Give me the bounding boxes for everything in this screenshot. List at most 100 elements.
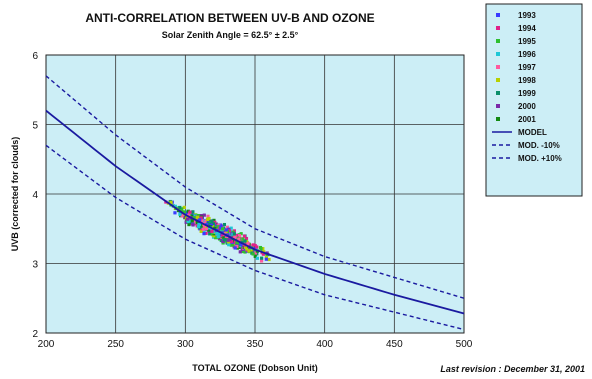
legend-label: 1994: [518, 24, 536, 33]
data-point: [239, 242, 243, 246]
data-point: [219, 226, 223, 230]
legend-label: MODEL: [518, 128, 547, 137]
data-point: [191, 210, 195, 214]
legend-marker: [496, 78, 500, 82]
data-point: [222, 222, 227, 227]
data-point: [178, 212, 182, 216]
data-point: [267, 257, 271, 262]
data-point: [178, 205, 182, 210]
model-bound-line: [45, 75, 465, 299]
data-point: [223, 237, 227, 242]
data-point: [237, 245, 241, 250]
data-point: [182, 205, 186, 209]
data-point: [221, 239, 225, 244]
data-point: [233, 234, 237, 239]
data-point: [260, 256, 264, 260]
data-point: [232, 232, 236, 236]
data-point: [228, 237, 232, 241]
data-point: [210, 229, 214, 233]
legend-label: 2001: [518, 115, 536, 124]
data-point: [182, 210, 186, 214]
y-tick-label: 6: [32, 51, 38, 62]
data-point: [244, 236, 249, 241]
data-point: [184, 220, 188, 224]
data-point: [195, 220, 200, 225]
data-point: [212, 234, 216, 238]
data-point: [208, 232, 212, 236]
revision-note: Last revision : December 31, 2001: [440, 364, 585, 374]
data-point: [191, 223, 195, 227]
data-point: [259, 259, 264, 263]
data-point: [264, 257, 268, 261]
scatter-layer: [164, 199, 271, 263]
legend-marker: [496, 104, 500, 108]
data-point: [214, 236, 218, 240]
y-tick-label: 2: [32, 329, 38, 340]
data-point: [259, 247, 263, 251]
data-point: [197, 222, 201, 227]
data-point: [187, 212, 192, 216]
data-point: [229, 226, 233, 230]
legend: 1993 1994 1995 1996 1997 1998 1999 2000 2001 MODE…: [492, 11, 562, 163]
grid-layer: [46, 55, 464, 333]
data-point: [195, 215, 200, 219]
x-tick-label: 250: [107, 339, 124, 350]
data-point: [202, 230, 206, 234]
data-point: [206, 214, 210, 218]
data-point: [180, 214, 184, 218]
data-point: [244, 245, 248, 249]
model-line: [45, 109, 465, 315]
data-point: [169, 200, 173, 204]
legend-marker: [496, 13, 500, 17]
x-axis-label: TOTAL OZONE (Dobson Unit): [192, 363, 318, 373]
data-point: [245, 247, 249, 251]
data-point: [255, 245, 259, 249]
data-point: [224, 235, 228, 239]
data-point: [247, 249, 251, 253]
data-point: [235, 236, 239, 240]
data-point: [251, 243, 256, 247]
data-point: [217, 228, 221, 232]
y-tick-label: 3: [32, 260, 38, 271]
chart-subtitle: Solar Zenith Angle = 62.5° ± 2.5°: [162, 30, 299, 40]
data-point: [188, 210, 192, 214]
data-point: [229, 240, 234, 244]
data-point: [198, 218, 202, 222]
tick-labels-layer: 200 250 300 350 400 450 500 2 3 4 5 6: [32, 51, 472, 350]
data-point: [184, 211, 189, 215]
model-bound-line: [45, 144, 465, 331]
data-point: [212, 218, 216, 222]
data-point: [173, 211, 177, 215]
x-tick-label: 400: [316, 339, 333, 350]
data-point: [237, 234, 242, 238]
data-point: [246, 242, 250, 246]
data-point: [233, 240, 237, 244]
x-tick-label: 200: [38, 339, 55, 350]
data-point: [233, 246, 237, 250]
y-axis-label: UVB (corrected for clouds): [10, 137, 20, 252]
data-point: [186, 209, 190, 213]
legend-label: 1995: [518, 37, 536, 46]
data-point: [243, 250, 247, 254]
data-point: [202, 224, 206, 228]
legend-box: [485, 3, 583, 197]
data-point: [179, 207, 183, 211]
data-point: [243, 239, 247, 243]
data-point: [185, 217, 190, 221]
legend-marker: [496, 91, 500, 95]
x-tick-label: 350: [247, 339, 264, 350]
data-point: [235, 241, 239, 245]
data-point: [213, 226, 217, 230]
data-point: [251, 252, 255, 256]
data-point: [196, 224, 201, 229]
data-point: [206, 228, 211, 232]
data-point: [224, 228, 228, 232]
legend-marker: [496, 26, 500, 30]
legend-marker: [496, 65, 500, 69]
y-tick-label: 4: [32, 190, 38, 201]
data-point: [188, 219, 192, 223]
data-point: [204, 227, 209, 231]
data-point: [239, 232, 243, 236]
data-point: [215, 232, 219, 236]
